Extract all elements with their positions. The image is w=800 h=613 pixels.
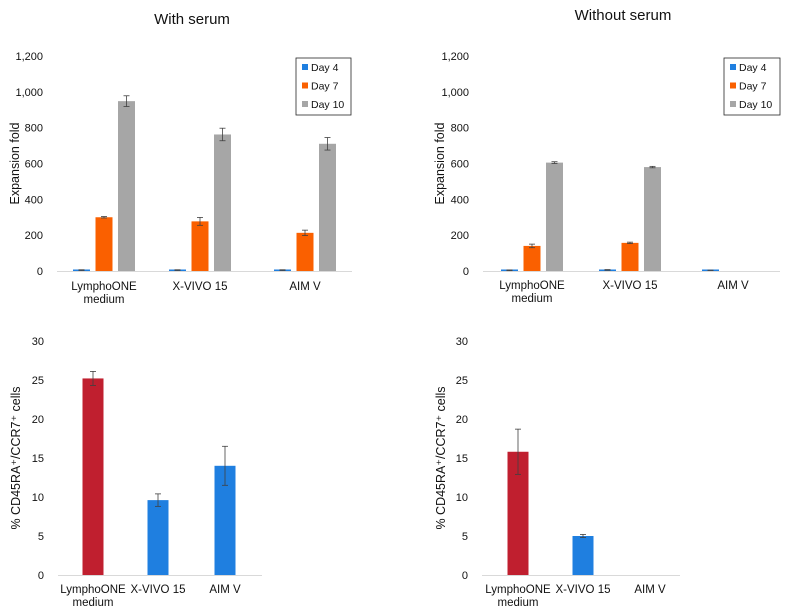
bar-day-7-lymphoone-medium xyxy=(95,217,113,271)
category-label-line: AIM V xyxy=(717,280,749,292)
y-tick-label: 15 xyxy=(456,453,468,465)
y-tick-label: 200 xyxy=(451,230,469,242)
y-tick-label: 0 xyxy=(462,570,468,582)
legend-swatch-day-4 xyxy=(302,64,308,70)
category-label: X-VIVO 15 xyxy=(603,280,658,292)
y-tick-label: 30 xyxy=(456,336,468,348)
bar-day-7-x-vivo-15 xyxy=(621,242,639,271)
y-tick-label: 25 xyxy=(32,375,44,387)
legend-label-day-10: Day 10 xyxy=(311,99,344,111)
y-tick-label: 200 xyxy=(25,230,43,242)
legend-label-day-4: Day 4 xyxy=(311,62,339,74)
category-label: AIM V xyxy=(289,281,321,293)
bar-aim-v xyxy=(214,465,236,575)
category-label: X-VIVO 15 xyxy=(173,281,228,293)
y-tick-label: 10 xyxy=(32,492,44,504)
chart-2: Without serum 0 200 400 600 800 1,000 1,200 Expa… xyxy=(433,7,781,305)
category-label-line: LymphoONE xyxy=(71,281,137,293)
y-tick-label: 400 xyxy=(25,194,43,206)
category-label: LymphoONE medium xyxy=(71,281,137,306)
category-label-line: AIM V xyxy=(209,584,241,596)
legend-label-day-7: Day 7 xyxy=(311,81,339,93)
legend-swatch-day-4 xyxy=(730,64,736,70)
bar-day-10-lymphoone-medium xyxy=(546,162,563,271)
bar-day-7-x-vivo-15 xyxy=(191,221,209,271)
y-axis-label: % CD45RA⁺/CCR7⁺ cells xyxy=(434,386,448,529)
y-tick-label: 15 xyxy=(32,453,44,465)
legend: Day 4 Day 7 Day 10 xyxy=(295,57,352,116)
chart-1: With serum 0 200 400 600 800 1,000 1,200 Expansi… xyxy=(8,11,352,306)
y-tick-label: 1,000 xyxy=(441,87,469,99)
category-label: LymphoONE medium xyxy=(499,280,565,305)
chart-title: Without serum xyxy=(575,7,672,24)
category-label-line: X-VIVO 15 xyxy=(173,281,228,293)
category-label-line: LymphoONE xyxy=(485,584,551,596)
y-tick-label: 600 xyxy=(451,159,469,171)
y-tick-label: 5 xyxy=(462,531,468,543)
y-tick-label: 20 xyxy=(456,414,468,426)
legend-swatch-day-7 xyxy=(730,82,736,89)
bar-x-vivo-15 xyxy=(572,536,594,575)
category-label-line: X-VIVO 15 xyxy=(603,280,658,292)
y-tick-label: 5 xyxy=(38,531,44,543)
bar-lymphoone-medium xyxy=(82,378,104,575)
category-label-line: medium xyxy=(498,597,539,609)
bar-day-7-lymphoone-medium xyxy=(523,245,541,271)
category-label-line: LymphoONE xyxy=(60,584,126,596)
legend-swatch-day-10 xyxy=(302,101,308,107)
legend-label-day-7: Day 7 xyxy=(739,81,767,93)
category-label-line: AIM V xyxy=(289,281,321,293)
bar-x-vivo-15 xyxy=(147,500,169,575)
category-label: LymphoONE medium xyxy=(60,584,126,609)
y-tick-label: 0 xyxy=(37,266,43,278)
y-tick-label: 0 xyxy=(463,266,469,278)
category-label-line: X-VIVO 15 xyxy=(131,584,186,596)
y-tick-label: 800 xyxy=(25,123,43,135)
y-tick-label: 600 xyxy=(25,159,43,171)
bar-day-10-x-vivo-15 xyxy=(644,167,661,271)
y-tick-label: 20 xyxy=(32,414,44,426)
y-tick-label: 400 xyxy=(451,194,469,206)
y-tick-label: 30 xyxy=(32,336,44,348)
category-label: AIM V xyxy=(717,280,749,292)
bar-day-7-aim-v xyxy=(296,232,314,271)
y-axis-label: % CD45RA⁺/CCR7⁺ cells xyxy=(9,386,23,529)
chart-3: 0 5 10 15 20 25 30 % CD45RA⁺/CCR7⁺ cells LymphoO… xyxy=(9,336,262,609)
y-tick-label: 0 xyxy=(38,570,44,582)
legend-swatch-day-7 xyxy=(302,82,308,89)
legend-swatch-day-10 xyxy=(730,101,736,107)
legend: Day 4 Day 7 Day 10 xyxy=(723,57,781,116)
legend-label-day-4: Day 4 xyxy=(739,62,767,74)
chart-title: With serum xyxy=(154,11,230,28)
y-tick-label: 1,000 xyxy=(15,87,43,99)
y-axis-label: Expansion fold xyxy=(8,122,22,204)
category-label-line: LymphoONE xyxy=(499,280,565,292)
bar-lymphoone-medium xyxy=(507,451,529,575)
y-axis-label: Expansion fold xyxy=(433,122,447,204)
legend-label-day-10: Day 10 xyxy=(739,99,772,111)
y-tick-label: 1,200 xyxy=(441,51,469,63)
y-tick-label: 1,200 xyxy=(15,51,43,63)
category-label: AIM V xyxy=(634,584,666,596)
category-label: LymphoONE medium xyxy=(485,584,551,609)
y-tick-label: 25 xyxy=(456,375,468,387)
y-tick-label: 800 xyxy=(451,123,469,135)
bar-day-10-x-vivo-15 xyxy=(214,134,231,271)
category-label: X-VIVO 15 xyxy=(131,584,186,596)
bar-day-10-aim-v xyxy=(319,143,336,271)
y-tick-label: 10 xyxy=(456,492,468,504)
category-label-line: medium xyxy=(512,293,553,305)
chart-4: 0 5 10 15 20 25 30 % CD45RA⁺/CCR7⁺ cells LymphoO… xyxy=(434,336,680,609)
category-label-line: medium xyxy=(84,294,125,306)
category-label: AIM V xyxy=(209,584,241,596)
category-label-line: AIM V xyxy=(634,584,666,596)
bar-day-10-lymphoone-medium xyxy=(118,101,135,272)
category-label-line: medium xyxy=(73,597,114,609)
category-label-line: X-VIVO 15 xyxy=(556,584,611,596)
category-label: X-VIVO 15 xyxy=(556,584,611,596)
